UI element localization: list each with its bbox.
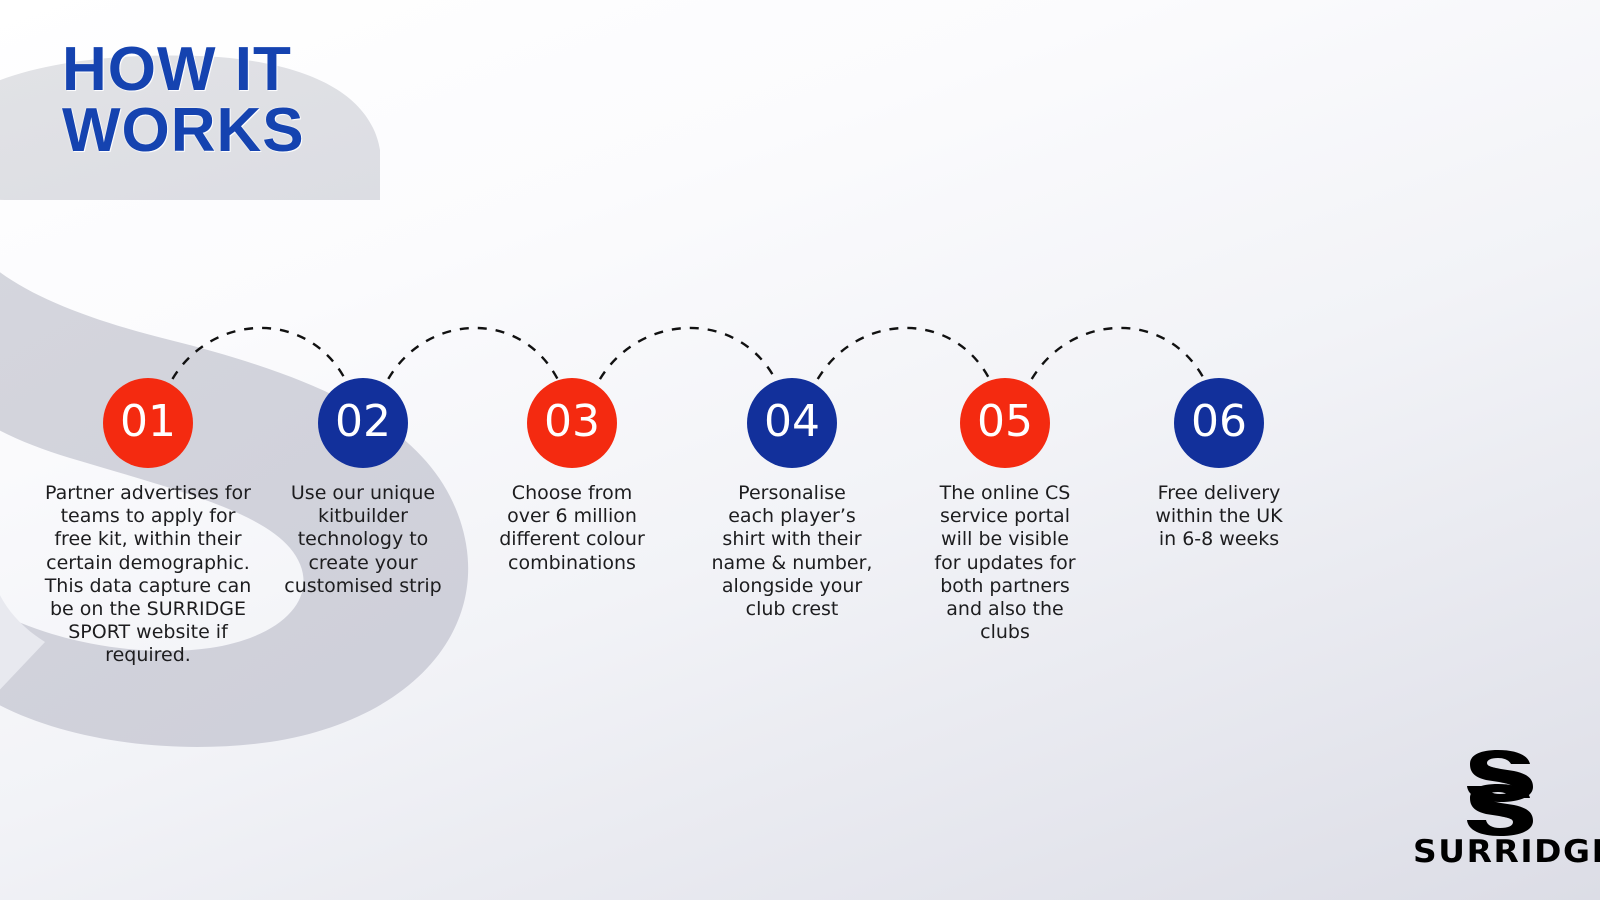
page-title-line-2: WORKS: [62, 95, 305, 165]
step-description-03: Choose from over 6 million different col…: [499, 482, 645, 574]
step-03: 03 Choose from over 6 million different …: [457, 378, 687, 575]
step-number-06: 06: [1191, 396, 1247, 447]
double-s-monogram-icon: [1467, 750, 1533, 836]
step-description-01: Partner advertises for teams to apply fo…: [44, 482, 252, 667]
page-title-line-1: HOW IT: [62, 35, 292, 104]
step-description-05: The online CS service portal will be vis…: [934, 482, 1076, 644]
page-title: HOW IT WORKS: [62, 35, 305, 165]
step-description-02: Use our unique kitbuilder technology to …: [284, 482, 442, 597]
step-01: 01 Partner advertises for teams to apply…: [33, 378, 263, 667]
step-description-04: Personalise each player’s shirt with the…: [711, 482, 873, 620]
step-description-06: Free delivery within the UK in 6-8 weeks: [1155, 482, 1283, 551]
step-badge-05[interactable]: 05: [960, 378, 1050, 468]
brand-logo: SURRIDGE: [1413, 748, 1600, 873]
step-number-04: 04: [764, 396, 820, 447]
step-number-03: 03: [544, 396, 600, 447]
step-badge-02[interactable]: 02: [318, 378, 408, 468]
step-badge-01[interactable]: 01: [103, 378, 193, 468]
step-06: 06 Free delivery within the UK in 6-8 we…: [1104, 378, 1334, 552]
step-badge-03[interactable]: 03: [527, 378, 617, 468]
step-number-01: 01: [120, 396, 176, 447]
brand-wordmark: SURRIDGE: [1413, 834, 1600, 870]
step-05: 05 The online CS service portal will be …: [890, 378, 1120, 644]
step-badge-06[interactable]: 06: [1174, 378, 1264, 468]
step-02: 02 Use our unique kitbuilder technology …: [248, 378, 478, 598]
step-badge-04[interactable]: 04: [747, 378, 837, 468]
step-number-02: 02: [335, 396, 391, 447]
step-04: 04 Personalise each player’s shirt with …: [677, 378, 907, 621]
step-number-05: 05: [977, 396, 1033, 447]
